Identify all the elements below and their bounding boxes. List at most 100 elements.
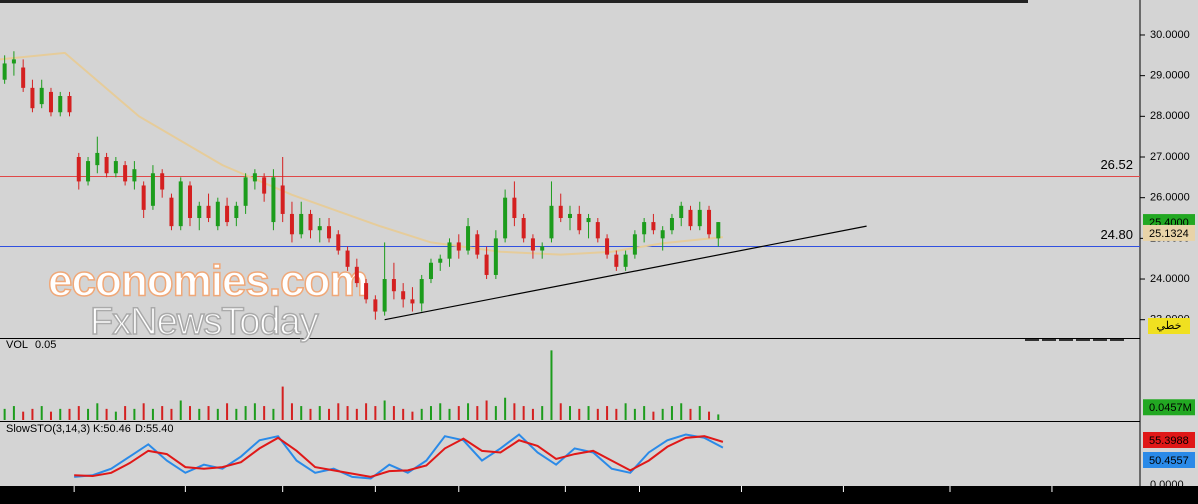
volume-bar — [633, 408, 636, 420]
candle-body — [438, 258, 443, 263]
volume-bar — [624, 403, 627, 420]
candle-body — [123, 165, 128, 182]
candle-body — [669, 218, 674, 231]
candle-body — [642, 222, 647, 235]
volume-bar — [309, 408, 312, 420]
volume-bar — [569, 406, 571, 420]
volume-bar — [541, 406, 544, 420]
volume-bar — [328, 408, 331, 420]
volume-bar — [31, 408, 34, 420]
volume-bar — [244, 406, 247, 420]
candle-body — [428, 262, 433, 280]
candle-body — [160, 173, 165, 190]
volume-bar — [383, 400, 386, 420]
x-tick-label: Aug — [846, 488, 866, 500]
volume-bar — [606, 406, 609, 420]
legend-entry: K:50.46 — [93, 423, 131, 435]
volume-bar — [661, 408, 664, 420]
volume-bar — [68, 408, 71, 420]
volume-bar — [161, 406, 164, 420]
candle-body — [243, 177, 248, 206]
x-tick-label: Sep — [953, 488, 973, 500]
price-label-box — [1143, 432, 1195, 448]
candle-body — [391, 279, 396, 292]
volume-bar — [559, 403, 562, 420]
volume-bar — [365, 403, 368, 420]
volume-bar — [216, 408, 219, 420]
candle-body — [466, 226, 471, 251]
stochastic-line — [74, 435, 724, 478]
volume-bar — [22, 411, 25, 420]
candle-body — [595, 222, 600, 239]
candle-body — [58, 95, 63, 113]
volume-bar — [40, 406, 43, 420]
badge-box — [1148, 318, 1190, 334]
candle-body — [558, 205, 563, 219]
candle-body — [456, 242, 461, 251]
candle-body — [688, 209, 693, 227]
candle-body — [39, 87, 44, 105]
volume-bar — [670, 406, 673, 420]
candle-body — [521, 218, 526, 239]
volume-bar — [448, 408, 451, 420]
candle-body — [364, 283, 369, 300]
volume-bar — [133, 408, 136, 420]
volume-bar — [392, 406, 395, 420]
horizontal-line-label: 26.52 — [1100, 157, 1133, 172]
candle-body — [614, 254, 619, 267]
candle-body — [707, 209, 712, 235]
volume-bar — [485, 400, 488, 420]
volume-bar — [550, 350, 553, 420]
x-tick-label: Jun — [643, 488, 661, 500]
volume-bar — [124, 406, 127, 420]
volume-bar — [226, 403, 229, 420]
volume-bar — [337, 403, 340, 420]
candle-body — [568, 213, 572, 219]
candle-body — [484, 254, 489, 275]
volume-bar — [411, 411, 414, 420]
volume-bar — [717, 414, 720, 420]
candle-body — [178, 181, 183, 227]
price-label: 50.4557 — [1149, 455, 1189, 467]
volume-bar — [708, 411, 711, 420]
candle-body — [660, 230, 665, 239]
volume-bar — [420, 408, 423, 420]
x-axis-band — [0, 486, 1198, 504]
candle-body — [651, 222, 656, 231]
candle-body — [21, 67, 26, 88]
badge: خطي — [1157, 320, 1182, 332]
candle-body — [345, 250, 350, 267]
candle-body — [475, 234, 480, 255]
price-label-box — [1143, 224, 1195, 241]
candle-body — [308, 213, 313, 231]
volume-bar — [457, 406, 460, 420]
volume-bar — [476, 406, 479, 420]
candle-body — [271, 177, 276, 223]
watermark: FxNewsToday — [90, 301, 319, 343]
volume-bar — [253, 403, 256, 420]
candle-body — [577, 213, 582, 231]
volume-bar — [680, 403, 683, 420]
candle-body — [234, 205, 239, 219]
volume-bar — [189, 406, 191, 420]
volume-bar — [513, 403, 516, 420]
price-label: 25.1324 — [1149, 228, 1189, 240]
volume-bar — [272, 408, 275, 420]
volume-bar — [504, 397, 507, 420]
volume-bar — [77, 406, 80, 420]
candle-body — [679, 205, 684, 219]
volume-bar — [263, 406, 266, 420]
volume-bar — [698, 406, 701, 420]
top-bar — [0, 0, 1028, 3]
volume-bar — [151, 408, 154, 420]
volume-bar — [374, 406, 377, 420]
stochastic-line — [74, 433, 724, 480]
candle-body — [382, 279, 387, 312]
candle-body — [586, 218, 591, 223]
candle-body — [289, 213, 294, 235]
x-tick-label: Apr — [462, 488, 479, 500]
volume-bar — [494, 406, 497, 420]
candle-body — [150, 173, 155, 206]
candle-body — [262, 177, 267, 194]
y-tick-label: 0.0000 — [1150, 479, 1184, 491]
